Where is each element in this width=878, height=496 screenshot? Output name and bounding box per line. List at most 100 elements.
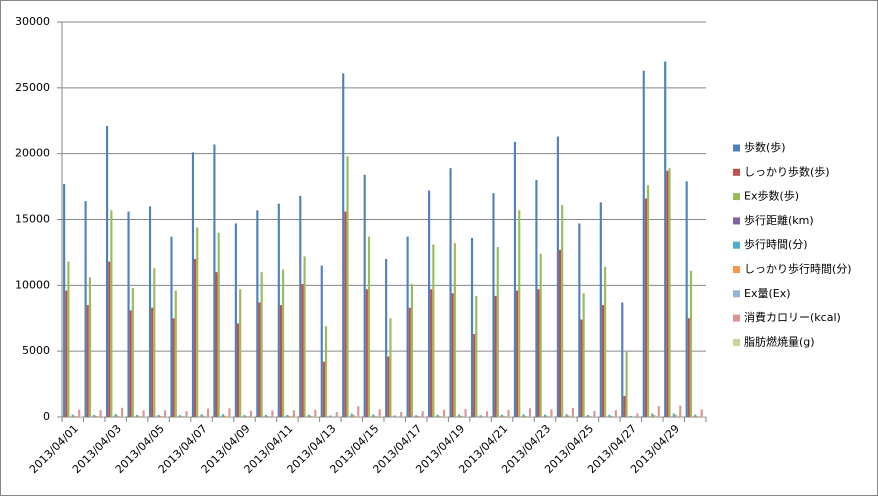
bar bbox=[565, 414, 568, 417]
bar bbox=[700, 409, 703, 417]
bar bbox=[249, 410, 252, 417]
bar bbox=[500, 414, 504, 417]
bar bbox=[610, 415, 613, 417]
bar bbox=[625, 351, 628, 417]
bar bbox=[67, 261, 70, 417]
legend-swatch bbox=[733, 266, 740, 273]
bar bbox=[473, 334, 476, 417]
bar bbox=[430, 289, 433, 417]
bar bbox=[292, 410, 295, 417]
bar bbox=[672, 413, 675, 417]
bar bbox=[99, 410, 102, 417]
bar bbox=[428, 190, 431, 417]
bar bbox=[543, 414, 547, 417]
bar bbox=[689, 270, 693, 417]
legend-swatch bbox=[733, 168, 740, 176]
bar bbox=[299, 195, 302, 417]
bar bbox=[206, 408, 210, 417]
bar bbox=[644, 198, 647, 417]
legend-swatch bbox=[733, 217, 740, 225]
bar bbox=[653, 415, 656, 417]
bar bbox=[114, 414, 117, 417]
bar bbox=[142, 410, 145, 417]
bar bbox=[537, 289, 540, 417]
bar bbox=[84, 201, 87, 417]
bar bbox=[260, 272, 263, 417]
bar bbox=[546, 415, 549, 417]
bar bbox=[599, 202, 602, 417]
bar bbox=[181, 416, 184, 417]
legend-swatch bbox=[733, 290, 740, 298]
bar bbox=[372, 414, 375, 417]
bar bbox=[314, 409, 317, 417]
bar bbox=[604, 266, 607, 417]
bar bbox=[352, 415, 356, 417]
bar bbox=[475, 295, 478, 417]
bar bbox=[363, 174, 366, 417]
bar bbox=[436, 414, 439, 417]
legend-swatch bbox=[733, 144, 740, 152]
bar bbox=[230, 416, 233, 417]
bar bbox=[567, 415, 570, 417]
bar bbox=[303, 256, 306, 417]
bar bbox=[213, 144, 216, 417]
bar bbox=[301, 284, 304, 417]
bar bbox=[320, 265, 323, 417]
bar bbox=[153, 268, 156, 417]
bar bbox=[651, 413, 654, 417]
bar bbox=[335, 412, 338, 417]
bar bbox=[494, 295, 497, 417]
bar bbox=[580, 319, 583, 417]
bar bbox=[106, 126, 109, 418]
bar bbox=[185, 411, 188, 417]
bar bbox=[593, 410, 596, 417]
bar bbox=[234, 223, 237, 417]
bar bbox=[582, 293, 585, 417]
bar bbox=[159, 416, 162, 417]
bar bbox=[492, 193, 495, 417]
bar bbox=[174, 290, 177, 417]
bar bbox=[178, 415, 182, 417]
bar bbox=[138, 416, 141, 417]
bar bbox=[129, 310, 132, 417]
bar bbox=[350, 413, 353, 417]
bar bbox=[408, 307, 411, 417]
legend-swatch bbox=[733, 338, 740, 346]
bar bbox=[406, 236, 409, 417]
bar bbox=[73, 415, 76, 417]
bar bbox=[522, 414, 525, 417]
bar bbox=[642, 70, 645, 417]
bar bbox=[378, 409, 381, 417]
legend-swatch bbox=[733, 193, 740, 201]
legend-label: 歩行距離(km) bbox=[744, 213, 814, 227]
y-tick-label: 30000 bbox=[15, 15, 50, 28]
bar bbox=[88, 277, 91, 417]
legend-label: 歩数(歩) bbox=[744, 140, 786, 154]
bar bbox=[365, 289, 368, 417]
bar bbox=[421, 411, 424, 417]
bar bbox=[202, 415, 205, 417]
bar bbox=[496, 247, 499, 417]
bar bbox=[410, 284, 413, 417]
bar bbox=[507, 409, 510, 417]
bar bbox=[163, 410, 167, 417]
bar bbox=[623, 395, 626, 417]
bar bbox=[243, 415, 246, 417]
bar bbox=[561, 205, 564, 417]
bar bbox=[93, 414, 96, 417]
bar bbox=[453, 243, 456, 417]
bar bbox=[481, 416, 484, 417]
bar bbox=[123, 416, 126, 417]
bar bbox=[432, 244, 435, 417]
bar bbox=[121, 407, 124, 417]
bar bbox=[659, 416, 662, 417]
bar bbox=[385, 259, 388, 417]
bar bbox=[674, 414, 678, 417]
bar bbox=[86, 305, 89, 417]
bar bbox=[449, 168, 452, 417]
legend-swatch bbox=[733, 314, 740, 322]
bar bbox=[681, 416, 684, 417]
bar bbox=[324, 326, 328, 417]
